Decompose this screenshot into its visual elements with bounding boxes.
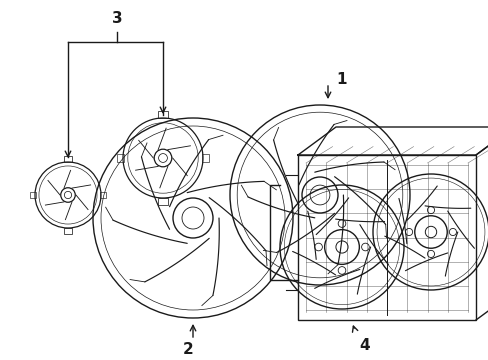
Bar: [30, 192, 36, 198]
Text: 3: 3: [111, 10, 122, 26]
Text: 1: 1: [336, 72, 346, 86]
Bar: [117, 154, 124, 162]
Bar: [64, 228, 72, 234]
Bar: [64, 156, 72, 162]
Bar: [158, 111, 168, 118]
Bar: [201, 154, 208, 162]
Text: 4: 4: [359, 338, 369, 352]
Bar: [100, 192, 105, 198]
Bar: [158, 198, 168, 205]
Text: 2: 2: [182, 342, 193, 357]
